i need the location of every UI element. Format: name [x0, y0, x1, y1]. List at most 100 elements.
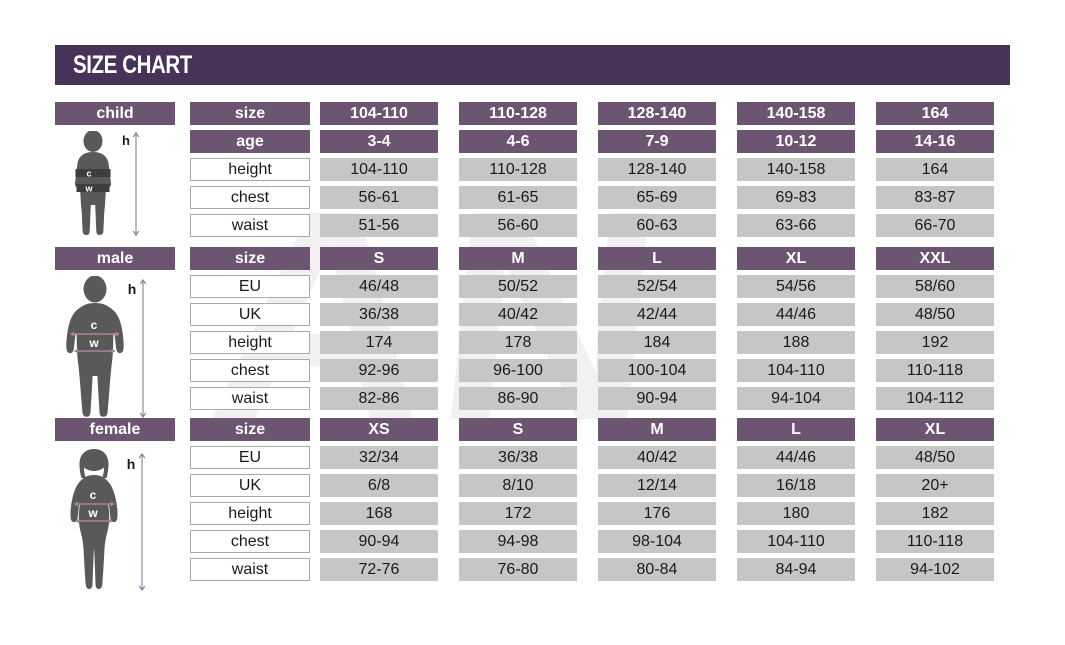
table-cell: 40/42: [459, 303, 577, 326]
table-cell: 48/50: [876, 303, 994, 326]
column-header-cell: 164: [876, 102, 994, 125]
table-cell: 42/44: [598, 303, 716, 326]
table-cell: 80-84: [598, 558, 716, 581]
table-cell: 61-65: [459, 186, 577, 209]
table-cell: 178: [459, 331, 577, 354]
table-cell: 172: [459, 502, 577, 525]
column-header-cell: XS: [320, 418, 438, 441]
row-label: waist: [190, 214, 310, 237]
row-header-label: age: [190, 130, 310, 153]
table-cell: 110-128: [459, 158, 577, 181]
table-cell: 140-158: [737, 158, 855, 181]
row-header-label: size: [190, 418, 310, 441]
table-cell: 104-112: [876, 387, 994, 410]
column-header-cell: 7-9: [598, 130, 716, 153]
row-label: EU: [190, 446, 310, 469]
row-label: chest: [190, 186, 310, 209]
table-cell: 6/8: [320, 474, 438, 497]
column-header-cell: M: [598, 418, 716, 441]
table-cell: 72-76: [320, 558, 438, 581]
table-cell: 128-140: [598, 158, 716, 181]
column-header-cell: M: [459, 247, 577, 270]
column-header-cell: L: [737, 418, 855, 441]
table-cell: 83-87: [876, 186, 994, 209]
svg-text:w: w: [84, 184, 93, 194]
table-cell: 65-69: [598, 186, 716, 209]
table-cell: 56-61: [320, 186, 438, 209]
svg-text:h: h: [128, 281, 137, 297]
row-label: chest: [190, 530, 310, 553]
column-header-cell: XL: [737, 247, 855, 270]
table-cell: 52/54: [598, 275, 716, 298]
table-cell: 90-94: [320, 530, 438, 553]
row-label: height: [190, 502, 310, 525]
table-cell: 188: [737, 331, 855, 354]
row-header-label: size: [190, 102, 310, 125]
table-cell: 60-63: [598, 214, 716, 237]
table-cell: 100-104: [598, 359, 716, 382]
table-cell: 182: [876, 502, 994, 525]
table-cell: 63-66: [737, 214, 855, 237]
table-cell: 164: [876, 158, 994, 181]
column-header-cell: XXL: [876, 247, 994, 270]
table-cell: 36/38: [459, 446, 577, 469]
row-label: UK: [190, 303, 310, 326]
table-cell: 94-104: [737, 387, 855, 410]
table-cell: 44/46: [737, 446, 855, 469]
table-cell: 69-83: [737, 186, 855, 209]
table-cell: 36/38: [320, 303, 438, 326]
svg-text:c: c: [90, 488, 97, 502]
column-header-cell: 110-128: [459, 102, 577, 125]
table-cell: 82-86: [320, 387, 438, 410]
table-cell: 104-110: [737, 359, 855, 382]
child-body-icon: c w h: [60, 131, 170, 236]
table-cell: 94-102: [876, 558, 994, 581]
table-cell: 50/52: [459, 275, 577, 298]
svg-text:w: w: [87, 506, 98, 520]
column-header-cell: 104-110: [320, 102, 438, 125]
female-body-icon: c w h: [70, 449, 146, 591]
table-cell: 56-60: [459, 214, 577, 237]
table-cell: 46/48: [320, 275, 438, 298]
table-cell: 98-104: [598, 530, 716, 553]
column-header-cell: 140-158: [737, 102, 855, 125]
table-cell: 58/60: [876, 275, 994, 298]
page-title: SIZE CHART: [73, 51, 192, 79]
table-cell: 94-98: [459, 530, 577, 553]
column-header-cell: 14-16: [876, 130, 994, 153]
table-cell: 44/46: [737, 303, 855, 326]
svg-text:w: w: [88, 336, 99, 350]
column-header-cell: 10-12: [737, 130, 855, 153]
table-cell: 104-110: [320, 158, 438, 181]
table-cell: 84-94: [737, 558, 855, 581]
column-header-cell: S: [320, 247, 438, 270]
section-label-female: female: [55, 418, 175, 441]
table-cell: 32/34: [320, 446, 438, 469]
size-chart: AN SIZE CHART child c w h size 104-110 110…: [55, 45, 1010, 591]
section-label-child: child: [55, 102, 175, 125]
table-cell: 192: [876, 331, 994, 354]
section-label-male: male: [55, 247, 175, 270]
table-cell: 86-90: [459, 387, 577, 410]
table-cell: 176: [598, 502, 716, 525]
row-label: waist: [190, 387, 310, 410]
column-header-cell: 4-6: [459, 130, 577, 153]
table-cell: 48/50: [876, 446, 994, 469]
table-cell: 51-56: [320, 214, 438, 237]
table-cell: 8/10: [459, 474, 577, 497]
column-header-cell: XL: [876, 418, 994, 441]
table-cell: 174: [320, 331, 438, 354]
table-cell: 90-94: [598, 387, 716, 410]
child-body-icon: c w h: [74, 131, 140, 236]
column-header-cell: 128-140: [598, 102, 716, 125]
table-cell: 168: [320, 502, 438, 525]
svg-text:h: h: [122, 133, 130, 148]
table-cell: 12/14: [598, 474, 716, 497]
table-cell: 76-80: [459, 558, 577, 581]
table-cell: 54/56: [737, 275, 855, 298]
svg-text:c: c: [91, 318, 98, 332]
row-label: waist: [190, 558, 310, 581]
svg-text:h: h: [127, 456, 136, 472]
table-cell: 104-110: [737, 530, 855, 553]
row-label: EU: [190, 275, 310, 298]
